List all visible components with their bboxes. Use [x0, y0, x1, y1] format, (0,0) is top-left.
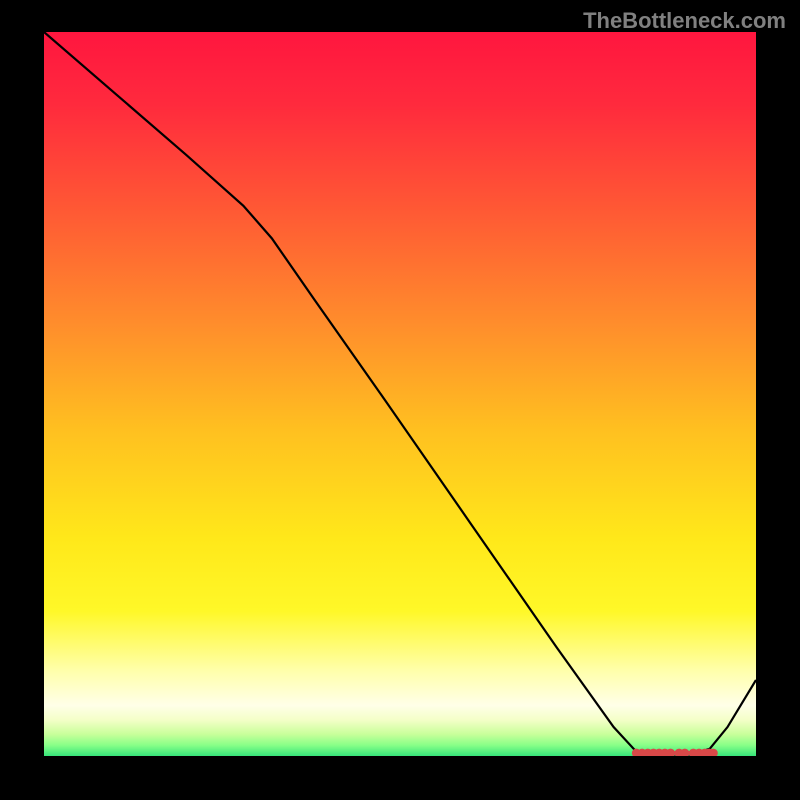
watermark-text: TheBottleneck.com [583, 8, 786, 34]
chart-svg [44, 32, 756, 756]
chart-plot-area [44, 32, 756, 756]
chart-background [44, 32, 756, 756]
